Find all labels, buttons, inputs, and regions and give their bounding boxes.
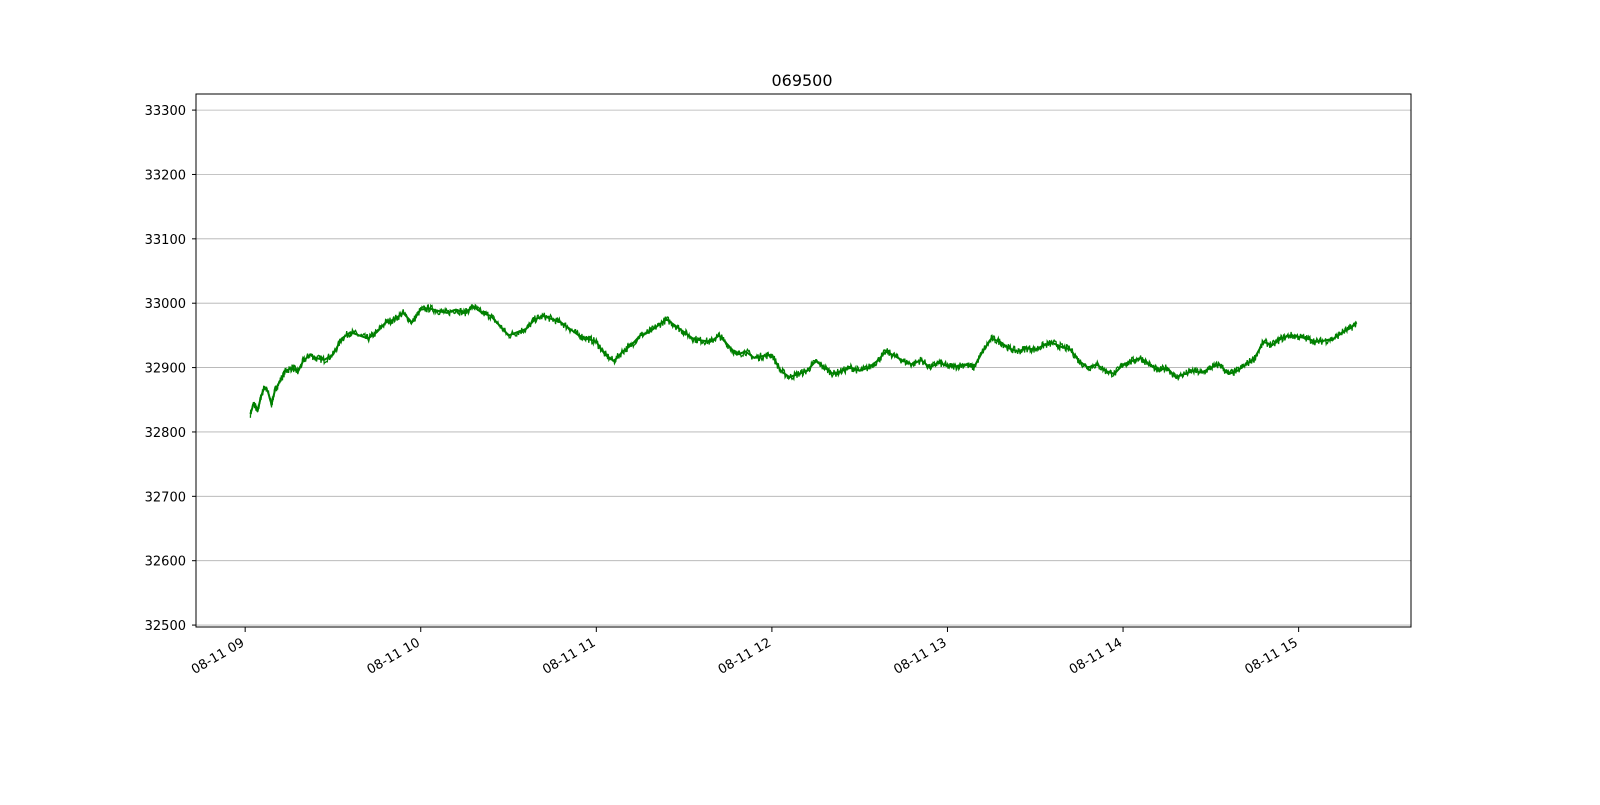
- y-tick-label: 32900: [145, 362, 186, 377]
- y-tick-label: 32600: [145, 555, 186, 570]
- y-tick-label: 33000: [145, 297, 186, 312]
- y-tick-label: 33200: [145, 168, 186, 183]
- plot-area-frame: [195, 93, 1412, 628]
- y-tick-label: 32500: [145, 619, 186, 634]
- y-tick-label: 33100: [145, 233, 186, 248]
- y-tick-label: 32800: [145, 426, 186, 441]
- y-tick-label: 33300: [145, 104, 186, 119]
- gridlines: [196, 109, 1411, 626]
- y-axis: 32500 32600 32700 32800 32900 33000 33100 33200…: [145, 104, 196, 634]
- series-noise: [249, 303, 1357, 418]
- y-tick-label: 32700: [145, 490, 186, 505]
- series-layer: [249, 303, 1358, 418]
- chart-title: 069500: [771, 71, 832, 90]
